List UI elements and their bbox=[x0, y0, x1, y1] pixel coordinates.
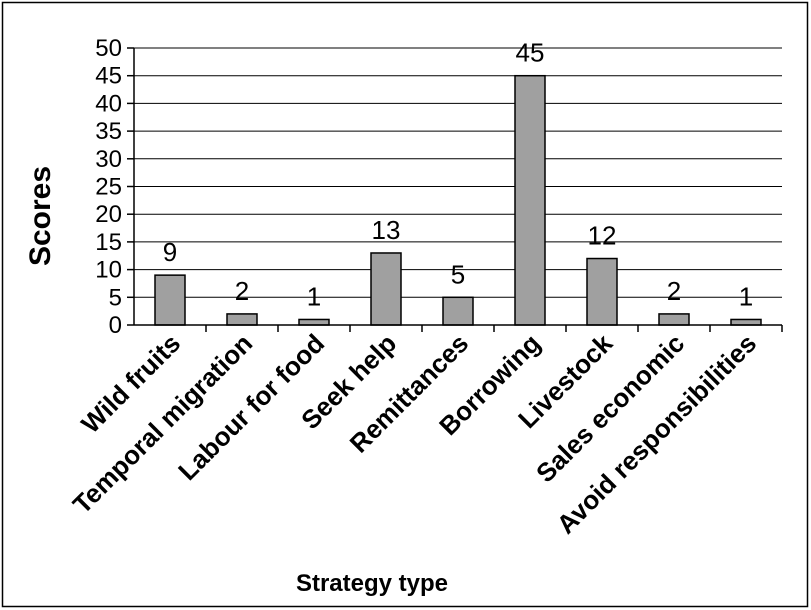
y-tick-label: 5 bbox=[109, 284, 122, 311]
data-label: 5 bbox=[451, 259, 465, 289]
data-label: 2 bbox=[235, 276, 249, 306]
y-tick-label: 50 bbox=[95, 35, 122, 62]
data-label: 2 bbox=[667, 276, 681, 306]
bar bbox=[226, 313, 258, 326]
data-label: 9 bbox=[163, 237, 177, 267]
bar bbox=[658, 313, 690, 326]
y-tick-label: 20 bbox=[95, 201, 122, 228]
x-axis-title: Strategy type bbox=[296, 570, 448, 597]
y-tick-label: 10 bbox=[95, 257, 122, 284]
gridlines bbox=[134, 47, 782, 298]
y-tick-label: 15 bbox=[95, 229, 122, 256]
bars bbox=[154, 74, 762, 326]
data-label: 45 bbox=[516, 38, 545, 68]
data-label: 13 bbox=[372, 215, 401, 245]
y-tick-label: 0 bbox=[109, 312, 122, 339]
bar bbox=[442, 296, 474, 326]
bar bbox=[370, 252, 402, 326]
y-tick-label: 45 bbox=[95, 63, 122, 90]
bar bbox=[154, 274, 186, 326]
data-label: 1 bbox=[307, 281, 321, 311]
bar bbox=[298, 318, 330, 326]
bar bbox=[514, 74, 546, 326]
y-tick-label: 25 bbox=[95, 174, 122, 201]
bar bbox=[730, 318, 762, 326]
y-axis-title: Scores bbox=[24, 166, 57, 266]
bar bbox=[586, 257, 618, 326]
data-label: 12 bbox=[588, 221, 617, 251]
y-tick-label: 30 bbox=[95, 146, 122, 173]
y-tick-label: 40 bbox=[95, 90, 122, 117]
data-label: 1 bbox=[739, 281, 753, 311]
y-tick-label: 35 bbox=[95, 118, 122, 145]
